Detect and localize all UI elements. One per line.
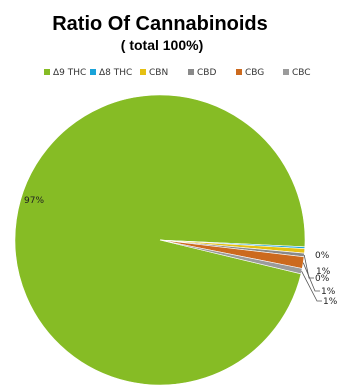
pie-slice-cbc: [159, 239, 303, 275]
leader-line-cbd: [303, 254, 314, 279]
leader-line-cbg: [302, 262, 320, 292]
legend-swatch-cbg: [236, 69, 242, 75]
data-label-9-thc: 97%: [24, 196, 44, 206]
legend-swatch-cbc: [283, 69, 289, 75]
data-label-cbc: 1%: [323, 297, 338, 307]
legend: Δ9 THC Δ8 THC CBN CBD CBG CBC: [44, 68, 311, 78]
data-label-cbd: 0%: [315, 274, 330, 284]
chart-subtitle: ( total 100%): [121, 37, 203, 53]
legend-swatch-8-thc: [90, 69, 96, 75]
legend-swatch-9-thc: [44, 69, 50, 75]
legend-swatch-cbn: [140, 69, 146, 75]
legend-label-cbd: CBD: [197, 68, 216, 78]
legend-label-cbn: CBN: [149, 68, 168, 78]
data-label-cbg: 1%: [321, 287, 336, 297]
legend-label-9-thc: Δ9 THC: [53, 68, 86, 78]
legend-label-cbg: CBG: [245, 68, 264, 78]
legend-label-8-thc: Δ8 THC: [99, 68, 132, 78]
pie-slices: [14, 94, 306, 386]
legend-swatch-cbd: [188, 69, 194, 75]
data-label-cbn: 1%: [316, 267, 331, 277]
legend-label-cbc: CBC: [292, 68, 311, 78]
leader-line-cbc: [301, 271, 322, 302]
data-label-8-thc: 0%: [315, 251, 330, 261]
chart-title: Ratio Of Cannabinoids: [52, 13, 268, 35]
data-labels: 97%0%1%0%1%1%: [24, 196, 338, 307]
